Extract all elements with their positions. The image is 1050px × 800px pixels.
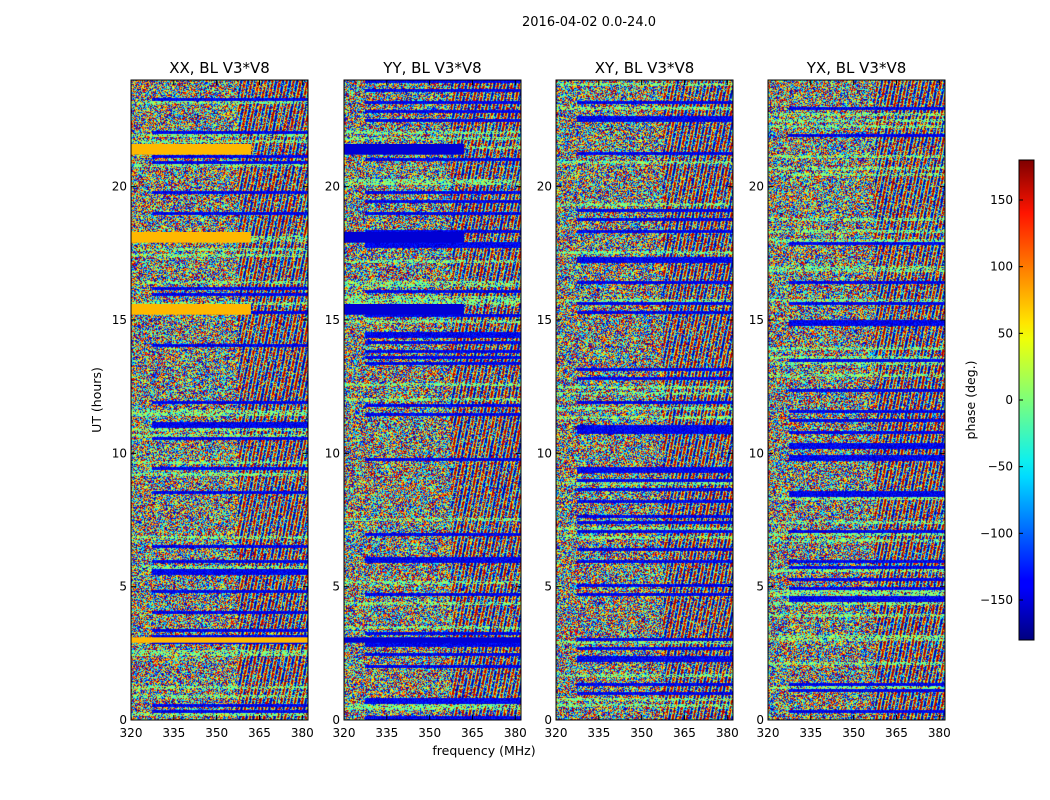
x-tick-label: 380 bbox=[716, 726, 739, 740]
y-axis-label: UT (hours) bbox=[89, 367, 104, 433]
x-tick-label: 365 bbox=[885, 726, 908, 740]
colorbar-tick-label: −50 bbox=[988, 460, 1013, 474]
panel-yx: YX, BL V3*V8 320 335 350 365 380 0 5 10 15 20 bbox=[749, 59, 951, 740]
panel-title: YX, BL V3*V8 bbox=[806, 59, 907, 77]
figure-suptitle: 2016-04-02 0.0-24.0 bbox=[522, 15, 656, 30]
axes-frame bbox=[130, 79, 309, 721]
y-tick-label: 10 bbox=[112, 446, 127, 460]
y-tick-label: 15 bbox=[749, 313, 764, 327]
y-tick-label: 10 bbox=[537, 446, 552, 460]
y-tick-label: 0 bbox=[119, 713, 127, 727]
x-tick-label: 320 bbox=[757, 726, 780, 740]
flat-phase-band bbox=[131, 637, 308, 643]
colorbar-tick-label: −150 bbox=[980, 593, 1013, 607]
x-tick-label: 320 bbox=[545, 726, 568, 740]
x-tick-label: 365 bbox=[248, 726, 271, 740]
x-axis-label: frequency (MHz) bbox=[432, 743, 535, 758]
y-tick-label: 20 bbox=[112, 180, 127, 194]
colorbar-tick-label: 150 bbox=[990, 193, 1013, 207]
colorbar-tick-label: 50 bbox=[998, 326, 1013, 340]
panel-xy: XY, BL V3*V8 320 335 350 365 380 0 5 10 15 20 bbox=[537, 59, 739, 740]
flat-phase-band bbox=[344, 232, 464, 243]
axes-frame bbox=[343, 79, 522, 721]
heatmap-image bbox=[768, 80, 945, 720]
x-tick-label: 320 bbox=[120, 726, 143, 740]
x-tick-label: 365 bbox=[673, 726, 696, 740]
panel-title: YY, BL V3*V8 bbox=[382, 59, 481, 77]
x-tick-label: 350 bbox=[630, 726, 653, 740]
y-tick-label: 15 bbox=[537, 313, 552, 327]
x-tick-label: 380 bbox=[928, 726, 951, 740]
colorbar-tick-label: 0 bbox=[1005, 393, 1013, 407]
colorbar: 150 100 50 0 −50 −100 −150 phase (deg.) bbox=[963, 159, 1035, 641]
x-tick-label: 380 bbox=[291, 726, 314, 740]
flat-phase-band bbox=[344, 637, 521, 643]
axes-frame bbox=[555, 79, 734, 721]
y-tick-label: 5 bbox=[119, 580, 127, 594]
y-tick-label: 5 bbox=[544, 580, 552, 594]
heatmap-image bbox=[556, 80, 733, 720]
flat-phase-band bbox=[131, 144, 251, 155]
x-tick-label: 335 bbox=[162, 726, 185, 740]
axes-frame bbox=[767, 79, 946, 721]
flat-phase-band bbox=[344, 304, 464, 315]
x-tick-label: 350 bbox=[205, 726, 228, 740]
flat-phase-band bbox=[344, 144, 464, 155]
flat-phase-band bbox=[131, 304, 251, 315]
y-tick-label: 20 bbox=[325, 180, 340, 194]
x-tick-label: 335 bbox=[375, 726, 398, 740]
y-tick-label: 15 bbox=[325, 313, 340, 327]
colorbar-label: phase (deg.) bbox=[963, 361, 978, 440]
x-tick-label: 320 bbox=[333, 726, 356, 740]
x-tick-label: 335 bbox=[799, 726, 822, 740]
colorbar-tick-label: 100 bbox=[990, 260, 1013, 274]
y-tick-label: 15 bbox=[112, 313, 127, 327]
panel-title: XX, BL V3*V8 bbox=[169, 59, 270, 77]
heatmap-image bbox=[344, 80, 521, 720]
panel-xx: XX, BL V3*V8 320 335 350 365 380 0 5 10 15 20 bbox=[112, 59, 314, 740]
x-tick-label: 350 bbox=[842, 726, 865, 740]
x-tick-label: 380 bbox=[504, 726, 527, 740]
y-tick-label: 20 bbox=[537, 180, 552, 194]
x-tick-label: 350 bbox=[418, 726, 441, 740]
y-tick-label: 5 bbox=[332, 580, 340, 594]
panel-yy: YY, BL V3*V8 320 335 350 365 380 0 5 10 15 20 bbox=[325, 59, 527, 740]
y-tick-label: 0 bbox=[756, 713, 764, 727]
y-tick-label: 5 bbox=[756, 580, 764, 594]
panel-title: XY, BL V3*V8 bbox=[595, 59, 695, 77]
x-tick-label: 365 bbox=[461, 726, 484, 740]
y-tick-label: 10 bbox=[325, 446, 340, 460]
y-tick-label: 20 bbox=[749, 180, 764, 194]
colorbar-tick-label: −100 bbox=[980, 526, 1013, 540]
flat-phase-band bbox=[131, 232, 251, 243]
y-tick-label: 0 bbox=[332, 713, 340, 727]
y-tick-label: 10 bbox=[749, 446, 764, 460]
x-tick-label: 335 bbox=[587, 726, 610, 740]
y-tick-label: 0 bbox=[544, 713, 552, 727]
heatmap-image bbox=[131, 80, 308, 720]
